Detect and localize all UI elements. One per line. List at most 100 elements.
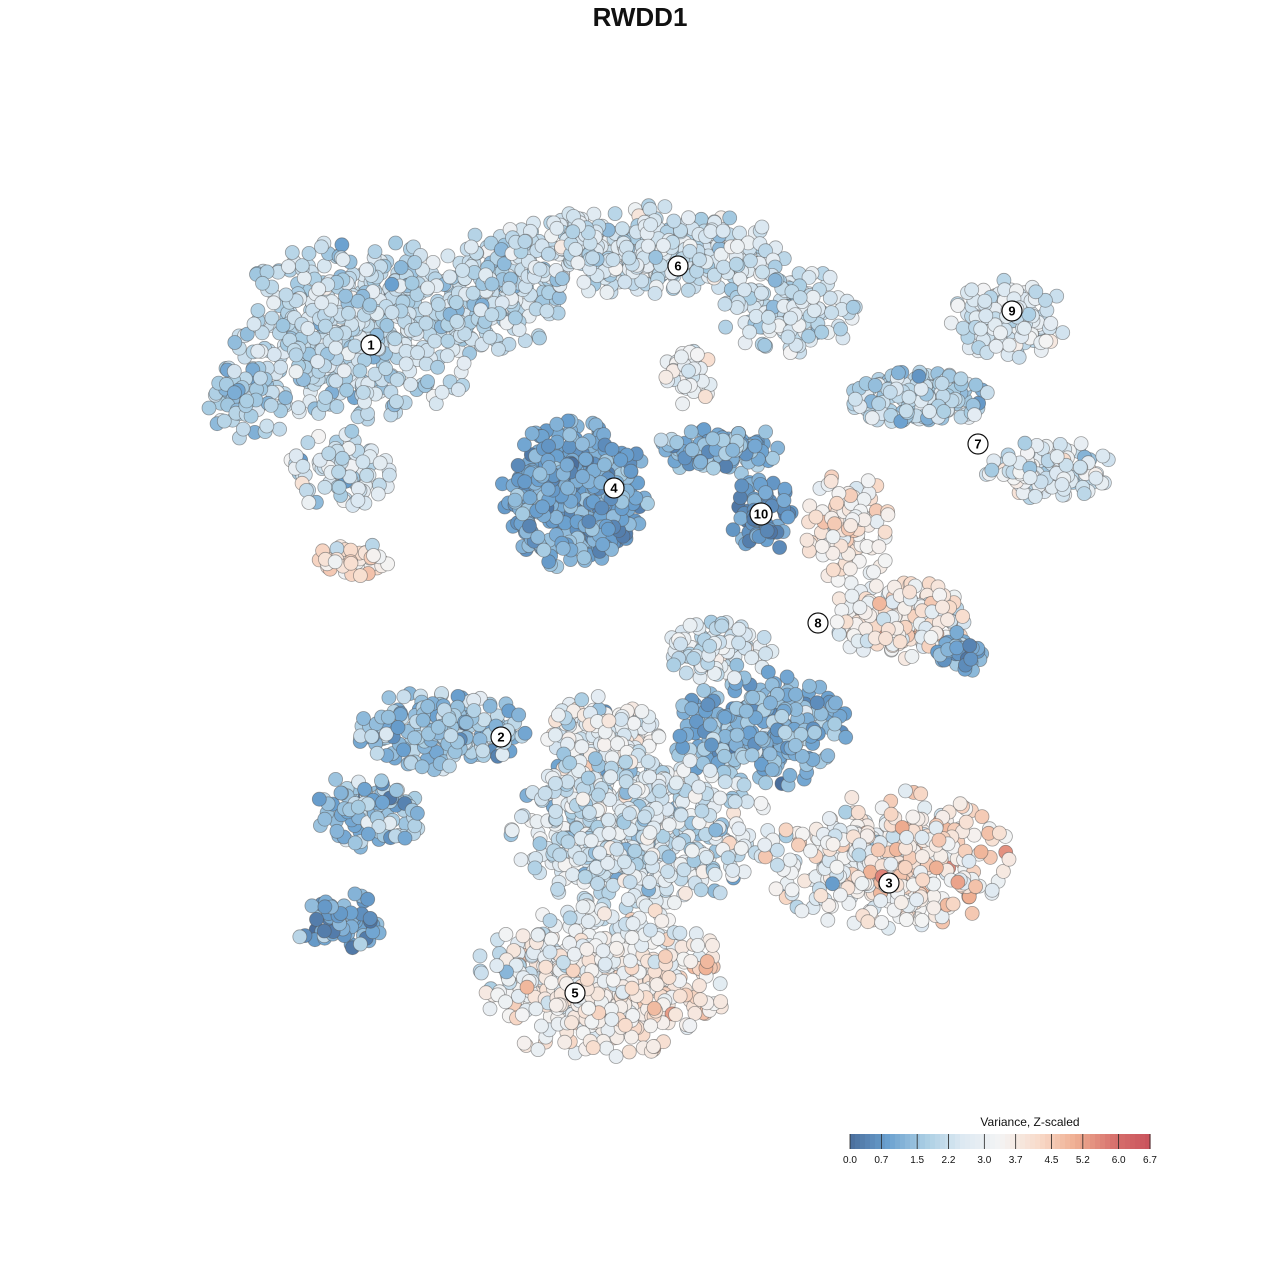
data-point [988, 338, 1004, 354]
data-point [743, 253, 758, 269]
data-point [409, 805, 425, 821]
data-point [246, 316, 262, 332]
data-point [359, 467, 375, 483]
data-point [758, 646, 773, 662]
data-point [642, 875, 657, 890]
data-point [622, 874, 638, 890]
data-point [677, 379, 692, 395]
data-point [693, 882, 709, 898]
data-point [522, 490, 538, 506]
data-point [527, 860, 543, 876]
data-point [328, 340, 344, 356]
data-point [813, 888, 829, 903]
data-point [524, 426, 540, 441]
data-point [549, 220, 565, 236]
data-point [532, 330, 547, 346]
data-point [877, 553, 893, 569]
data-point [304, 898, 320, 914]
data-point [779, 669, 795, 685]
data-point [657, 199, 673, 215]
data-point [311, 791, 327, 807]
data-point [928, 820, 944, 836]
data-point [737, 282, 752, 298]
data-point [552, 847, 568, 863]
data-point [440, 333, 456, 349]
data-point [359, 262, 374, 278]
data-point [758, 775, 774, 791]
data-point [762, 746, 778, 762]
data-point [1027, 488, 1043, 504]
data-point [824, 305, 839, 321]
data-point [717, 296, 733, 312]
data-point [820, 748, 836, 763]
data-point [620, 892, 636, 907]
data-point [539, 303, 555, 319]
data-point [678, 886, 693, 901]
data-point [350, 492, 366, 508]
data-point [844, 790, 860, 805]
chart-title: RWDD1 [593, 2, 688, 32]
data-point [674, 349, 689, 365]
data-point [923, 630, 939, 645]
data-point [788, 738, 803, 753]
data-point [375, 795, 390, 810]
data-point [1072, 459, 1088, 475]
data-point [667, 895, 682, 911]
data-point [427, 333, 443, 349]
data-point [614, 221, 630, 237]
data-point [967, 407, 982, 423]
data-point [829, 495, 845, 511]
data-point [388, 235, 404, 251]
data-point [1038, 333, 1054, 349]
data-point [329, 399, 345, 415]
data-point [360, 891, 376, 907]
data-point [372, 455, 388, 471]
data-point [328, 326, 344, 342]
data-point [637, 809, 652, 825]
data-point [398, 356, 414, 372]
data-point [393, 260, 409, 275]
points-layer [201, 198, 1116, 1064]
data-point [384, 304, 400, 320]
data-point [420, 699, 436, 714]
data-point [693, 454, 708, 470]
data-point [866, 564, 881, 580]
data-point [784, 882, 800, 898]
data-point [780, 509, 796, 525]
data-point [266, 295, 282, 311]
data-point [915, 872, 931, 888]
data-point [964, 906, 980, 921]
data-point [661, 817, 677, 833]
data-point [1076, 486, 1092, 502]
data-point [343, 555, 359, 571]
data-point [226, 363, 242, 379]
data-point [780, 329, 796, 345]
data-point [549, 416, 565, 432]
data-point [301, 495, 317, 510]
data-point [559, 457, 575, 473]
data-point [381, 467, 397, 483]
data-point [504, 823, 520, 838]
data-point [878, 631, 893, 646]
data-point [792, 290, 808, 306]
data-point [407, 818, 423, 834]
data-point [601, 826, 617, 841]
data-point [736, 777, 752, 793]
data-point [418, 301, 433, 317]
data-point [456, 355, 472, 371]
data-point [843, 518, 859, 533]
data-point [535, 499, 550, 515]
data-point [415, 712, 431, 728]
data-point [728, 256, 744, 272]
data-point [597, 457, 612, 473]
data-point [782, 852, 798, 868]
data-point [378, 361, 394, 377]
data-point [384, 276, 400, 292]
data-point [1043, 315, 1059, 331]
data-point [316, 258, 332, 274]
data-point [540, 481, 556, 497]
data-point [778, 822, 794, 838]
data-point [458, 715, 474, 731]
data-point [548, 804, 563, 819]
data-point [597, 737, 612, 753]
